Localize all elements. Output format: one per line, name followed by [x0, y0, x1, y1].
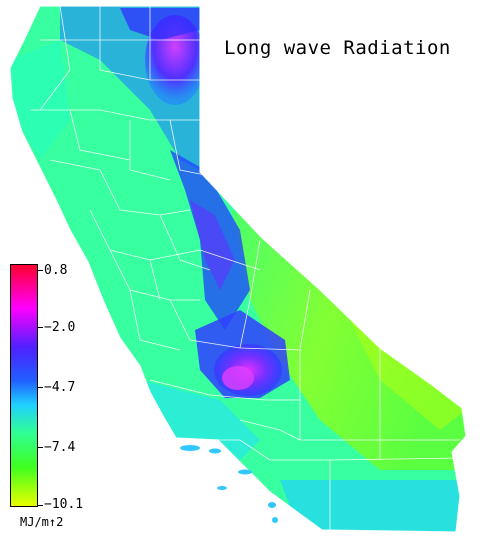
colorbar [10, 264, 38, 507]
colorbar-units: MJ/m↑2 [20, 515, 64, 529]
colorbar-tick-label: −2.0 [44, 320, 76, 335]
map-title: Long wave Radiation [224, 37, 451, 59]
colorbar-tick-mark [38, 270, 43, 271]
colorbar-tick-label: −4.7 [44, 380, 76, 395]
colorbar-tick-label: −7.4 [44, 440, 76, 455]
colorbar-tick-label: −10.1 [44, 497, 84, 512]
channel-islands [180, 445, 278, 523]
colorbar-tick-mark [38, 505, 43, 506]
county-boundaries [9, 5, 467, 533]
colorbar-tick-mark [38, 387, 43, 388]
colorbar-tick-label: 0.8 [44, 263, 68, 278]
colorbar-tick-mark [38, 327, 43, 328]
colorbar-tick-mark [38, 447, 43, 448]
